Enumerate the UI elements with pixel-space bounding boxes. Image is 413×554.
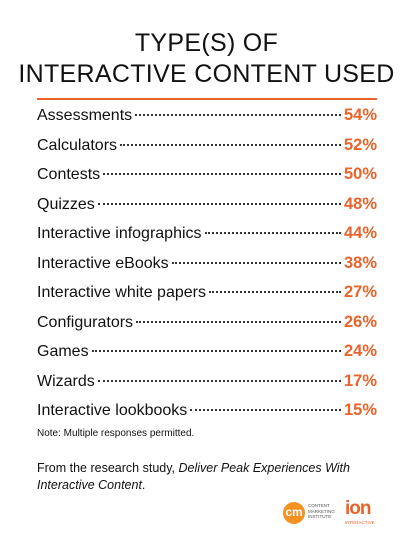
divider	[37, 98, 377, 100]
leader	[97, 379, 341, 382]
item-label: Contests	[37, 166, 101, 183]
ion-mark: ion	[345, 498, 371, 519]
study-title: Deliver Peak Experiences With Interactiv…	[37, 461, 350, 492]
cmi-line: CONTENT	[308, 503, 330, 508]
item-list: Assessments 54% Calculators 52% Contests 50% Q…	[37, 106, 377, 431]
leader	[103, 173, 341, 175]
cmi-line: INSTITUTE	[308, 514, 332, 519]
item-row: Contests 50%	[37, 165, 377, 195]
logos: cm CONTENT MARKETING INSTITUTE ion INTERAC…	[283, 498, 393, 528]
item-row: Games 24%	[37, 342, 377, 372]
note: Note: Multiple responses permitted.	[37, 428, 195, 439]
item-value: 15%	[343, 401, 377, 419]
item-value: 48%	[343, 194, 377, 213]
item-label: Quizzes	[37, 195, 95, 213]
item-value: 54%	[343, 106, 377, 124]
leader	[171, 261, 341, 264]
item-row: Configurators 26%	[37, 313, 377, 343]
item-label: Interactive white papers	[37, 284, 206, 301]
footer-suffix: .	[141, 478, 146, 492]
item-row: Interactive white papers 27%	[37, 283, 377, 313]
item-label: Configurators	[37, 313, 134, 331]
leader	[120, 143, 341, 146]
item-label: Games	[37, 343, 89, 360]
cmi-mark: cm	[283, 502, 305, 524]
item-label: Calculators	[37, 136, 118, 154]
item-value: 24%	[343, 342, 377, 360]
footer: From the research study, Deliver Peak Ex…	[37, 460, 367, 494]
cmi-line: MARKETING	[308, 508, 335, 514]
title: TYPE(S) OF INTERACTIVE CONTENT USED	[0, 28, 413, 90]
leader	[204, 232, 341, 234]
item-value: 27%	[343, 283, 377, 301]
item-label: Interactive lookbooks	[37, 402, 188, 419]
item-label: Wizards	[37, 372, 95, 390]
item-row: Interactive eBooks 38%	[37, 254, 377, 284]
leader	[208, 291, 341, 293]
item-row: Calculators 52%	[37, 136, 377, 166]
item-row: Interactive lookbooks 15%	[37, 401, 377, 431]
item-label: Interactive eBooks	[37, 254, 169, 272]
cmi-text: CONTENT MARKETING INSTITUTE	[308, 503, 335, 520]
item-value: 52%	[343, 135, 377, 154]
item-value: 50%	[343, 165, 377, 183]
item-row: Quizzes 48%	[37, 195, 377, 225]
title-line: TYPE(S) OF	[134, 29, 279, 57]
item-value: 38%	[343, 253, 377, 272]
item-value: 44%	[343, 224, 377, 242]
item-row: Interactive infographics 44%	[37, 224, 377, 254]
item-label: Assessments	[37, 107, 133, 124]
footer-prefix: From the research study,	[37, 461, 179, 475]
item-value: 17%	[343, 371, 377, 390]
item-value: 26%	[343, 312, 377, 331]
item-label: Interactive infographics	[37, 225, 202, 242]
leader	[135, 114, 341, 116]
ion-text: INTERACTIVE	[345, 520, 375, 525]
leader	[97, 202, 341, 205]
leader	[91, 350, 341, 352]
item-row: Wizards 17%	[37, 372, 377, 402]
title-line: INTERACTIVE CONTENT USED	[18, 60, 395, 88]
leader	[190, 409, 341, 411]
leader	[136, 320, 341, 323]
item-row: Assessments 54%	[37, 106, 377, 136]
